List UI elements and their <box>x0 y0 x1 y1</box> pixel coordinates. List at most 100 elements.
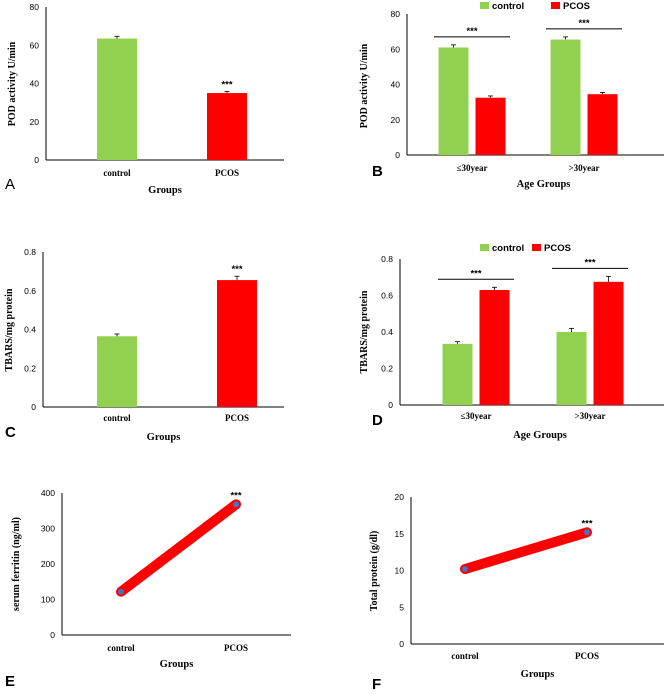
bar-control <box>550 39 581 155</box>
legend-swatch-control <box>480 2 489 9</box>
x-axis-title: Age Groups <box>513 430 567 441</box>
legend-swatch-pcos <box>532 244 541 251</box>
x-tick-label: control <box>107 643 135 653</box>
panel-label: D <box>372 412 383 429</box>
significance-label: *** <box>584 257 595 268</box>
x-tick-label: ≤30year <box>461 411 492 421</box>
y-tick-label: 200 <box>41 559 55 569</box>
panel-label: C <box>5 424 16 441</box>
y-tick-label: 0 <box>50 630 55 640</box>
y-tick-label: 0.2 <box>381 364 393 374</box>
y-tick-label: 0 <box>34 155 39 165</box>
x-axis-title: Groups <box>160 659 194 670</box>
x-tick-label: control <box>103 413 131 423</box>
significance-label: *** <box>231 264 242 275</box>
bar-pcos <box>207 93 247 160</box>
significance-label: *** <box>581 518 592 529</box>
x-tick-label: >30year <box>568 163 599 173</box>
panel-label: F <box>372 676 381 693</box>
y-tick-label: 40 <box>30 79 40 89</box>
bar-pcos <box>593 281 624 405</box>
significance-label: *** <box>230 490 241 501</box>
chart-panel-d: 0 0.2 0.4 0.6 0.8 ≤30year >30year TBARS/mg prot… <box>359 243 664 441</box>
y-tick-label: 80 <box>391 9 401 19</box>
series-line <box>116 499 241 597</box>
y-tick-label: 60 <box>30 40 40 50</box>
significance-label: *** <box>466 26 477 37</box>
chart-panel-e: 0 100 200 300 400 control PCOS serum ferritin (… <box>5 488 291 690</box>
legend-swatch-pcos <box>551 2 560 9</box>
x-axis-title: Age Groups <box>517 179 571 190</box>
y-tick-label: 20 <box>395 492 405 502</box>
legend-label: PCOS <box>563 1 590 12</box>
significance-label: *** <box>221 80 232 91</box>
panel-label: A <box>5 176 15 193</box>
bar-pcos <box>217 280 257 407</box>
y-tick-label: 300 <box>41 524 55 534</box>
y-tick-label: 0.6 <box>381 291 393 301</box>
y-tick-label: 0 <box>388 400 393 410</box>
data-point-pcos <box>233 501 239 508</box>
bar-control <box>97 38 137 160</box>
legend: control PCOS <box>480 243 571 254</box>
x-tick-label: PCOS <box>225 413 249 423</box>
y-axis-title: Total protein (g/dl) <box>369 531 380 612</box>
y-tick-label: 0.4 <box>24 325 36 335</box>
y-axis-title: POD activity U/min <box>7 41 18 126</box>
bar-control <box>442 343 473 405</box>
panel-label: E <box>5 673 15 690</box>
y-tick-label: 0 <box>31 402 36 412</box>
y-tick-label: 0.4 <box>381 327 393 337</box>
significance-label: *** <box>578 18 589 29</box>
y-axis-title: serum ferritin (ng/ml) <box>11 517 22 611</box>
y-tick-label: 100 <box>41 595 55 605</box>
panel-label: B <box>372 163 383 180</box>
y-tick-label: 0.8 <box>24 247 36 257</box>
y-tick-label: 400 <box>41 488 55 498</box>
y-axis-title: TBARS/mg protein <box>4 288 15 371</box>
x-tick-label: control <box>451 651 479 661</box>
y-tick-label: 20 <box>30 117 40 127</box>
x-tick-label: ≤30year <box>457 163 488 173</box>
bar-pcos <box>479 290 510 405</box>
y-tick-label: 80 <box>30 2 40 12</box>
data-point-control <box>462 566 468 573</box>
chart-panel-b: 0 20 40 60 80 ≤30year >30year POD activity U/mi… <box>359 1 664 190</box>
y-tick-label: 20 <box>391 115 401 125</box>
y-tick-label: 0.8 <box>381 254 393 264</box>
bar-control <box>556 332 587 405</box>
x-axis-title: Groups <box>521 669 555 680</box>
y-tick-label: 0.6 <box>24 286 36 296</box>
y-tick-label: 0 <box>395 150 400 160</box>
x-tick-label: control <box>103 168 131 178</box>
x-tick-label: PCOS <box>224 643 248 653</box>
legend-label: PCOS <box>544 243 571 254</box>
chart-panel-a: 0 20 40 60 80 control PCOS POD activity U/min Gr… <box>5 2 284 196</box>
y-axis-title: TBARS/mg protein <box>359 290 370 373</box>
y-tick-label: 0 <box>399 639 404 649</box>
legend-label: control <box>492 1 524 12</box>
y-tick-label: 40 <box>391 80 401 90</box>
bar-pcos <box>475 97 506 155</box>
x-tick-label: PCOS <box>575 651 599 661</box>
bar-pcos <box>587 94 618 155</box>
y-tick-label: 10 <box>395 566 405 576</box>
x-tick-label: >30year <box>574 411 605 421</box>
series-line <box>460 527 592 575</box>
legend-label: control <box>492 243 524 254</box>
chart-panel-c: 0 0.2 0.4 0.6 0.8 control PCOS TBARS/mg protein… <box>4 247 284 443</box>
bar-control <box>438 47 469 155</box>
y-tick-label: 0.2 <box>24 363 36 373</box>
legend-swatch-control <box>480 244 489 251</box>
significance-label: *** <box>470 268 481 279</box>
x-axis-title: Groups <box>148 185 182 196</box>
x-tick-label: PCOS <box>215 168 239 178</box>
x-axis-title: Groups <box>147 432 181 443</box>
y-tick-label: 5 <box>399 602 404 612</box>
y-tick-label: 60 <box>391 44 401 54</box>
chart-panel-f: 0 5 10 15 20 control PCOS Total protein (g/dl) G… <box>369 492 664 693</box>
y-tick-label: 15 <box>395 529 405 539</box>
data-point-pcos <box>584 529 590 536</box>
y-axis-title: POD activity U/min <box>359 43 370 128</box>
legend: control PCOS <box>480 1 590 12</box>
